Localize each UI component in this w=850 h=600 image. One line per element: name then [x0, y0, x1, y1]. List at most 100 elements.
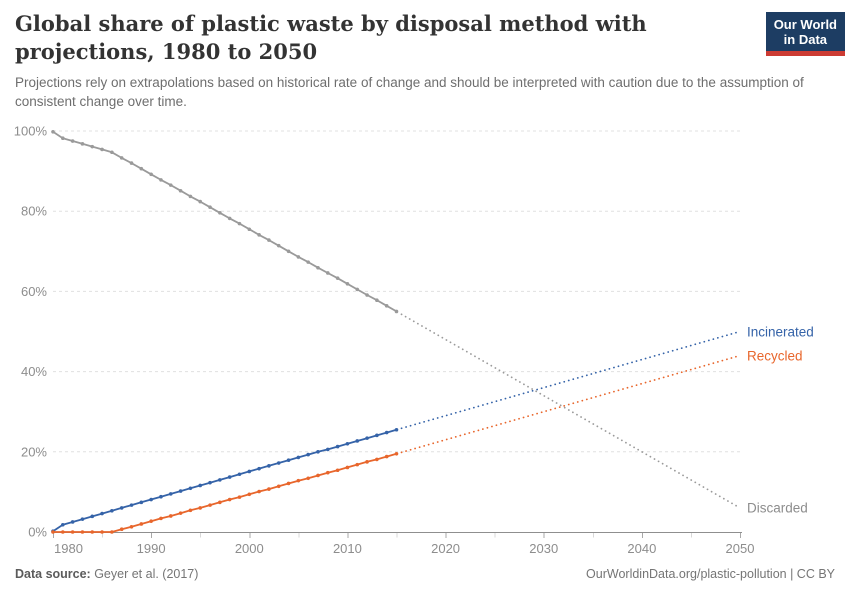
point-discarded-1981[interactable]	[61, 136, 65, 141]
point-incinerated-2014[interactable]	[384, 430, 389, 435]
point-discarded-1998[interactable]	[227, 216, 232, 221]
point-discarded-2012[interactable]	[365, 293, 369, 297]
point-incinerated-1993[interactable]	[178, 489, 183, 493]
point-recycled-2010[interactable]	[345, 465, 350, 470]
point-discarded-1984[interactable]	[90, 144, 95, 149]
point-recycled-2009[interactable]	[335, 468, 340, 473]
point-incinerated-1994[interactable]	[188, 486, 193, 491]
point-incinerated-1995[interactable]	[198, 483, 203, 488]
point-discarded-2004[interactable]	[286, 249, 291, 254]
point-incinerated-2007[interactable]	[316, 450, 320, 454]
point-recycled-1982[interactable]	[70, 530, 75, 534]
point-discarded-2005[interactable]	[296, 255, 301, 259]
point-incinerated-1987[interactable]	[119, 506, 124, 510]
point-recycled-1998[interactable]	[227, 497, 232, 502]
point-discarded-2007[interactable]	[316, 265, 320, 270]
point-discarded-2002[interactable]	[267, 238, 271, 242]
line-projection-recycled[interactable]	[400, 354, 741, 454]
point-incinerated-2001[interactable]	[257, 466, 261, 471]
point-discarded-2006[interactable]	[306, 260, 310, 264]
line-historical-discarded[interactable]	[52, 130, 398, 313]
point-discarded-2010[interactable]	[345, 281, 350, 286]
point-recycled-1995[interactable]	[198, 506, 203, 510]
point-recycled-1989[interactable]	[139, 522, 144, 526]
point-recycled-2015[interactable]	[394, 452, 399, 456]
point-discarded-2015[interactable]	[394, 309, 399, 314]
point-recycled-2007[interactable]	[316, 473, 320, 478]
point-recycled-1993[interactable]	[178, 511, 183, 515]
point-recycled-1991[interactable]	[159, 516, 163, 521]
point-incinerated-2003[interactable]	[276, 461, 281, 465]
point-incinerated-1981[interactable]	[61, 522, 65, 527]
point-incinerated-1988[interactable]	[129, 503, 134, 507]
point-discarded-1999[interactable]	[237, 221, 242, 226]
point-incinerated-1985[interactable]	[100, 511, 104, 516]
point-discarded-1997[interactable]	[218, 211, 222, 215]
point-recycled-2005[interactable]	[296, 478, 301, 483]
point-recycled-2001[interactable]	[257, 489, 261, 494]
point-incinerated-2010[interactable]	[345, 441, 350, 446]
point-recycled-1983[interactable]	[80, 530, 85, 534]
point-incinerated-1986[interactable]	[110, 508, 114, 513]
series-label-incinerated[interactable]: Incinerated	[747, 324, 814, 339]
point-incinerated-2002[interactable]	[267, 464, 271, 468]
point-incinerated-2004[interactable]	[286, 458, 291, 463]
point-recycled-1986[interactable]	[110, 530, 114, 534]
point-incinerated-1998[interactable]	[227, 475, 232, 479]
point-incinerated-2015[interactable]	[394, 427, 399, 432]
line-projection-incinerated[interactable]	[400, 330, 741, 430]
point-discarded-2008[interactable]	[326, 271, 330, 275]
point-incinerated-1996[interactable]	[208, 480, 212, 485]
point-recycled-1999[interactable]	[237, 495, 242, 499]
point-recycled-2002[interactable]	[267, 487, 271, 491]
point-incinerated-1999[interactable]	[237, 472, 242, 477]
point-incinerated-1984[interactable]	[90, 514, 95, 519]
point-discarded-2000[interactable]	[247, 227, 252, 232]
point-recycled-2011[interactable]	[355, 462, 360, 467]
point-discarded-2014[interactable]	[384, 304, 389, 308]
point-recycled-1996[interactable]	[208, 503, 212, 507]
point-discarded-1985[interactable]	[100, 147, 104, 152]
point-incinerated-1992[interactable]	[168, 492, 173, 496]
point-recycled-1994[interactable]	[188, 508, 193, 513]
point-discarded-1989[interactable]	[139, 166, 144, 171]
point-recycled-2013[interactable]	[375, 457, 379, 462]
point-recycled-1990[interactable]	[149, 519, 153, 523]
owid-logo[interactable]: Our World in Data	[765, 12, 845, 56]
point-discarded-1990[interactable]	[149, 172, 153, 177]
line-projection-discarded[interactable]	[400, 313, 741, 509]
point-recycled-1980[interactable]	[51, 530, 55, 534]
point-discarded-1988[interactable]	[129, 161, 134, 165]
point-discarded-1995[interactable]	[198, 199, 203, 204]
point-discarded-2009[interactable]	[335, 276, 340, 280]
point-incinerated-2005[interactable]	[296, 455, 301, 460]
point-recycled-2014[interactable]	[384, 454, 389, 459]
point-recycled-1984[interactable]	[90, 530, 95, 534]
line-historical-recycled[interactable]	[52, 452, 398, 533]
series-label-discarded[interactable]: Discarded	[747, 500, 808, 516]
point-discarded-2013[interactable]	[375, 298, 379, 303]
point-incinerated-1990[interactable]	[149, 497, 153, 502]
point-recycled-1987[interactable]	[119, 527, 124, 531]
point-recycled-1988[interactable]	[129, 524, 134, 529]
point-incinerated-1997[interactable]	[218, 478, 222, 482]
series-label-recycled[interactable]: Recycled	[747, 348, 803, 364]
point-recycled-2003[interactable]	[276, 484, 281, 489]
point-recycled-1985[interactable]	[100, 530, 104, 534]
point-incinerated-2011[interactable]	[355, 439, 360, 443]
point-incinerated-2013[interactable]	[375, 433, 379, 438]
point-recycled-1981[interactable]	[61, 530, 65, 534]
point-incinerated-2000[interactable]	[247, 469, 252, 474]
point-recycled-2008[interactable]	[326, 470, 330, 475]
point-discarded-1994[interactable]	[188, 194, 193, 199]
point-recycled-2012[interactable]	[365, 460, 369, 464]
point-incinerated-2009[interactable]	[335, 444, 340, 449]
point-recycled-2004[interactable]	[286, 481, 291, 486]
point-incinerated-1982[interactable]	[70, 520, 75, 524]
point-discarded-1993[interactable]	[178, 188, 183, 193]
point-discarded-2001[interactable]	[257, 233, 261, 237]
point-incinerated-1989[interactable]	[139, 500, 144, 505]
point-incinerated-2006[interactable]	[306, 452, 310, 457]
